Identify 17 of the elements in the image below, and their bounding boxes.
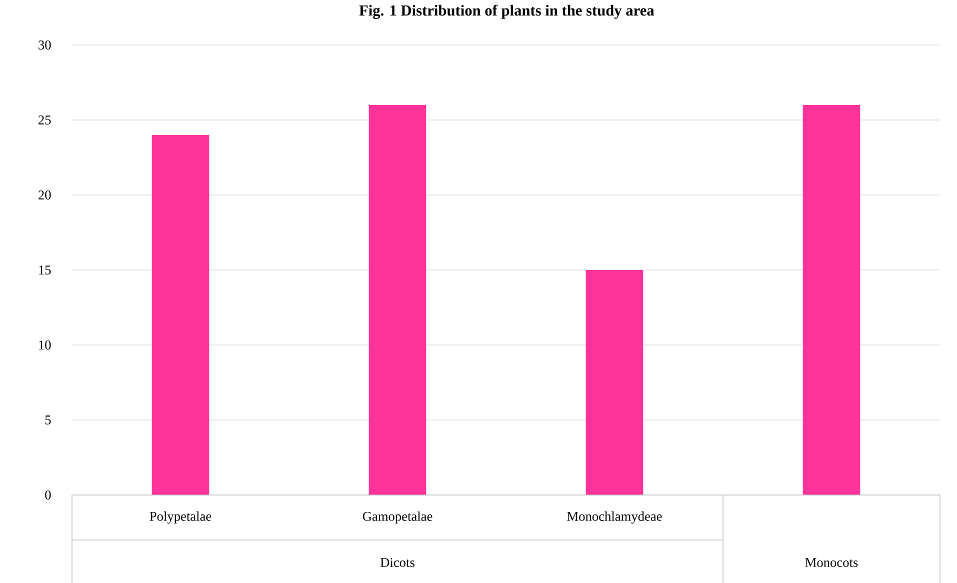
text: Dicots xyxy=(380,558,414,567)
bar xyxy=(586,270,644,495)
y-tick-label: 5 xyxy=(45,416,51,424)
x-tick-label: Polypetalae xyxy=(150,511,212,524)
y-tick-label: 15 xyxy=(39,266,51,274)
bar xyxy=(368,105,426,495)
y-tick-label: 0 xyxy=(45,490,51,500)
y-tick-label: 10 xyxy=(39,340,51,350)
text: Monocots xyxy=(805,558,858,567)
y-tick-label: 30 xyxy=(38,40,51,50)
bar xyxy=(152,135,210,495)
chart-title: Fig. 1 Distribution of plants in the study area xyxy=(359,4,654,19)
y-tick-label: 20 xyxy=(38,190,51,200)
bar xyxy=(802,105,860,495)
y-tick-label: 25 xyxy=(38,116,51,124)
x-tick-label: Gamopetalae xyxy=(362,511,432,524)
x-tick-label: Monochlamydeae xyxy=(567,511,662,524)
